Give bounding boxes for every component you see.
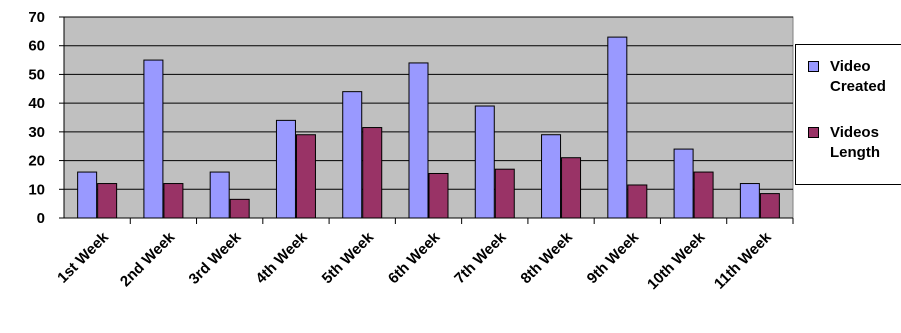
bar-videos-length-9 (627, 184, 648, 219)
bar-video-created-3 (209, 171, 230, 219)
bar-videos-length-3 (229, 198, 250, 219)
bar-videos-length-6 (428, 172, 449, 219)
x-tick-label-11: 11th Week (711, 228, 775, 292)
legend: Video Created Videos Length (795, 44, 901, 185)
x-tick-label-6: 6th Week (385, 228, 444, 287)
x-tick-label-1: 1st Week (54, 228, 112, 286)
y-tick-label-60: 60 (28, 38, 45, 55)
bar-videos-length-11 (759, 193, 780, 219)
x-tick-label-10: 10th Week (644, 228, 709, 293)
bar-videos-length-4 (295, 134, 316, 219)
y-tick-label-70: 70 (28, 9, 45, 26)
legend-swatch-video-created (808, 61, 819, 72)
bar-videos-length-2 (163, 183, 184, 219)
y-tick-label-0: 0 (37, 210, 45, 227)
y-tick-label-50: 50 (28, 66, 45, 83)
bar-video-created-6 (408, 62, 429, 219)
x-tick-label-5: 5th Week (319, 228, 378, 287)
x-tick-label-3: 3rd Week (186, 228, 245, 287)
bar-video-created-5 (342, 91, 363, 219)
bar-video-created-11 (739, 183, 760, 219)
y-tick-label-20: 20 (28, 153, 45, 170)
bar-videos-length-7 (494, 168, 515, 219)
bar-video-created-4 (275, 119, 296, 219)
bar-video-created-2 (143, 59, 164, 219)
bar-video-created-10 (673, 148, 694, 219)
bar-videos-length-10 (693, 171, 714, 219)
x-tick-label-2: 2nd Week (117, 228, 179, 290)
bar-video-created-9 (607, 36, 628, 219)
x-tick-label-7: 7th Week (451, 228, 510, 287)
bar-video-created-8 (541, 134, 562, 219)
x-tick-label-4: 4th Week (252, 228, 311, 287)
bar-video-created-7 (474, 105, 495, 219)
legend-swatch-videos-length (808, 127, 819, 138)
x-tick-label-8: 8th Week (517, 228, 576, 287)
x-tick-label-9: 9th Week (584, 228, 643, 287)
bar-video-created-1 (77, 171, 98, 219)
y-tick-label-10: 10 (28, 181, 45, 198)
bar-videos-length-8 (561, 157, 582, 219)
bar-videos-length-1 (97, 183, 118, 219)
legend-label-videos-length: Videos Length (830, 124, 880, 161)
y-tick-label-40: 40 (28, 95, 45, 112)
y-tick-label-30: 30 (28, 124, 45, 141)
legend-label-video-created: Video Created (830, 58, 886, 95)
bar-videos-length-5 (362, 127, 383, 219)
